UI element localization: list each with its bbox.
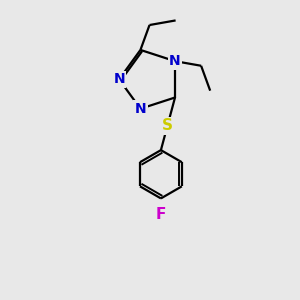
Text: N: N [113, 72, 125, 86]
Text: S: S [162, 118, 173, 134]
Text: F: F [156, 207, 166, 222]
Text: N: N [135, 102, 146, 116]
Text: N: N [169, 54, 181, 68]
